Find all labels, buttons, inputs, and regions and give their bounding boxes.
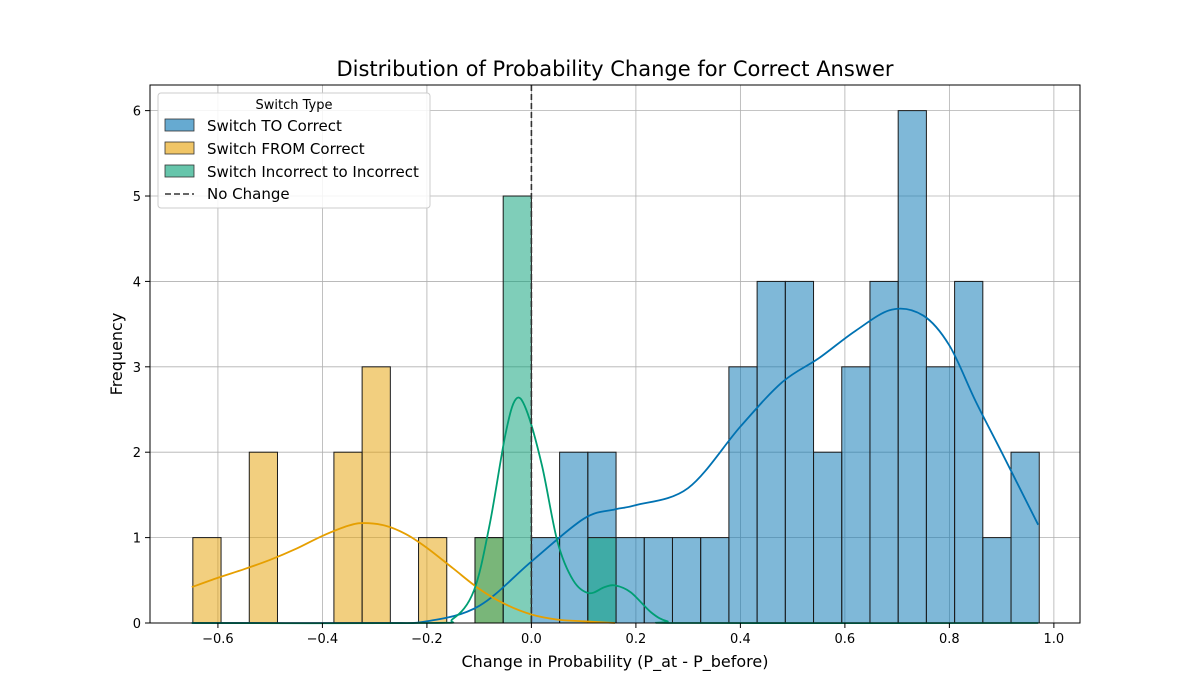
bar-switch-from-correct: [361, 366, 391, 624]
legend-box: [157, 92, 431, 209]
bar-switch-from-correct: [418, 537, 448, 624]
x-tick-label: 1.0: [1044, 632, 1065, 647]
x-tick-label: 0.0: [521, 632, 542, 647]
x-axis-title: Change in Probability (P_at - P_before): [462, 652, 769, 672]
x-tick-label: −0.4: [307, 632, 339, 647]
plot-area: −0.6 −0.4 −0.2 0.0 0.2 0.4 0.6 0.8 1.0 0 1 2 3 4 5 6: [133, 84, 1081, 647]
legend: Switch Type Switch TO Correct Switch FRO…: [157, 92, 431, 209]
kde-curve-switch-from-correct: [191, 522, 616, 624]
y-tick-label: 0: [133, 617, 141, 632]
kde-curves: [191, 307, 1040, 625]
bar-switch-incorrect-to-incorrect: [502, 195, 532, 624]
x-tick-label: 0.4: [730, 632, 751, 647]
histogram-bars: [192, 110, 1040, 624]
y-tick-label: 1: [133, 532, 141, 547]
bar-switch-to-correct: [671, 537, 702, 624]
chart-title: Distribution of Probability Change for C…: [336, 57, 893, 81]
legend-label-no-change: No Change: [207, 185, 290, 203]
legend-swatch-switch-from-correct: [164, 141, 195, 155]
y-axis-title: Frequency: [107, 313, 126, 396]
bar-switch-to-correct: [756, 280, 786, 624]
legend-label-switch-to-correct: Switch TO Correct: [207, 117, 342, 135]
y-tick-label: 6: [133, 105, 141, 120]
bar-switch-from-correct: [192, 537, 222, 624]
bar-switch-incorrect-to-incorrect: [474, 537, 504, 624]
bar-switch-to-correct: [925, 366, 956, 624]
x-tick-label: −0.6: [202, 632, 234, 647]
y-tick-label: 5: [133, 190, 141, 205]
bar-switch-to-correct: [982, 537, 1012, 624]
bar-switch-to-correct: [615, 537, 645, 624]
x-tick-label: −0.2: [411, 632, 443, 647]
x-tick-label: 0.8: [939, 632, 960, 647]
bar-switch-to-correct: [813, 451, 843, 624]
bar-switch-to-correct: [700, 537, 730, 624]
bar-switch-to-correct: [841, 366, 871, 624]
x-axis-ticks: −0.6 −0.4 −0.2 0.0 0.2 0.4 0.6 0.8 1.0: [202, 623, 1064, 647]
legend-label-switch-from-correct: Switch FROM Correct: [207, 140, 365, 158]
bar-switch-to-correct: [954, 280, 984, 624]
y-tick-label: 3: [133, 361, 141, 376]
bar-switch-from-correct: [333, 451, 363, 624]
y-tick-label: 4: [133, 275, 141, 290]
y-axis-ticks: 0 1 2 3 4 5 6: [133, 105, 150, 632]
legend-title: Switch Type: [256, 98, 333, 113]
bar-switch-incorrect-to-incorrect: [587, 537, 617, 624]
bar-switch-to-correct: [559, 451, 589, 624]
bar-switch-from-correct: [248, 451, 278, 624]
x-tick-label: 0.2: [626, 632, 647, 647]
legend-label-switch-incorrect-to-incorrect: Switch Incorrect to Incorrect: [207, 163, 419, 181]
bar-switch-to-correct: [869, 280, 899, 624]
y-tick-label: 2: [133, 446, 141, 461]
bar-switch-to-correct: [643, 537, 673, 624]
plot-frame: [149, 84, 1081, 624]
x-tick-label: 0.6: [835, 632, 856, 647]
legend-swatch-switch-to-correct: [164, 118, 195, 132]
bar-switch-to-correct: [897, 110, 927, 624]
legend-swatch-switch-incorrect-to-incorrect: [164, 164, 195, 178]
bar-switch-to-correct: [728, 366, 758, 624]
bar-switch-to-correct: [784, 280, 815, 624]
kde-curve-switch-incorrect-to-incorrect: [191, 396, 1039, 625]
